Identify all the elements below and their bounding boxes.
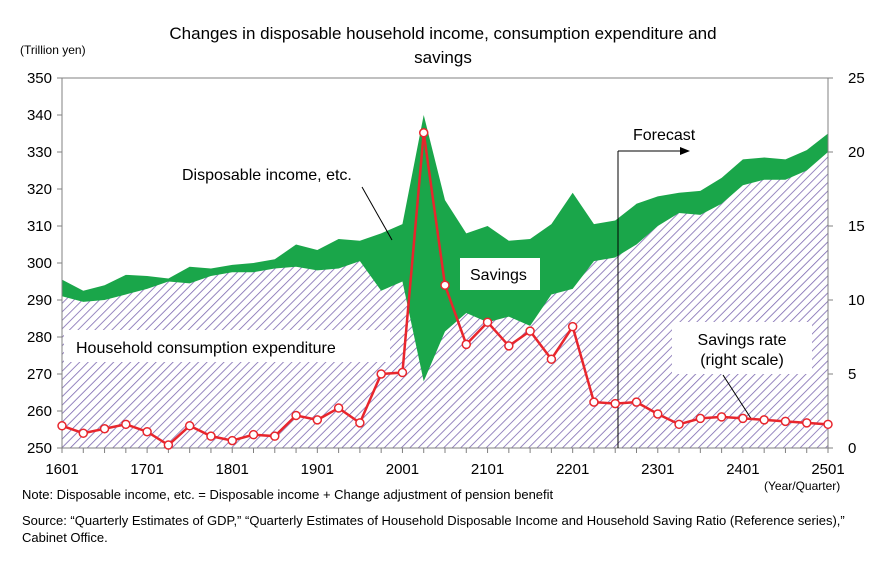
- right-tick-label: 10: [848, 292, 865, 309]
- left-tick-label: 320: [27, 181, 52, 198]
- plot-area: 250 260 270 280 290 300 310 320 330 340 350 0 5 10 15…: [27, 70, 865, 478]
- left-tick-label: 310: [27, 218, 52, 235]
- x-tick-label: 1801: [216, 461, 249, 478]
- savings-rate-point: [227, 435, 237, 446]
- savings-rate-point: [461, 339, 472, 350]
- left-tick-label: 250: [27, 440, 52, 457]
- savings-rate-point: [333, 403, 344, 413]
- savings-rate-series: [57, 128, 833, 450]
- left-tick-label: 330: [27, 144, 52, 161]
- x-tick-label: 1901: [301, 461, 334, 478]
- savings-rate-point: [610, 398, 620, 409]
- savings-rate-point: [589, 397, 599, 407]
- x-tick-label: 2001: [386, 461, 419, 478]
- right-tick-label: 15: [848, 218, 865, 235]
- right-axis: 0 5 10 15 20 25: [828, 70, 865, 457]
- savings-label-box: [460, 258, 540, 290]
- chart-canvas: Changes in disposable household income, …: [20, 24, 865, 493]
- savings-rate-label-line2: (right scale): [700, 352, 784, 369]
- savings-rate-point: [78, 428, 89, 438]
- savings-rate-point: [291, 410, 301, 421]
- chart-source: Source: “Quarterly Estimates of GDP,” “Q…: [22, 513, 845, 545]
- savings-rate-point: [418, 128, 429, 138]
- savings-rate-label-line1: Savings rate: [698, 332, 787, 349]
- chart-title-line1: Changes in disposable household income, …: [169, 24, 716, 43]
- savings-rate-point: [801, 418, 812, 428]
- savings-rate-point: [440, 280, 450, 290]
- consumption-expenditure-area: [62, 152, 828, 448]
- savings-rate-point: [759, 415, 769, 425]
- consumption-label-box: [64, 330, 390, 362]
- x-tick-label: 2501: [811, 461, 844, 478]
- forecast-arrow-head: [680, 147, 690, 155]
- right-tick-label: 0: [848, 440, 856, 457]
- disposable-leader-line: [361, 186, 393, 241]
- consumption-label: Household consumption expenditure: [76, 340, 336, 357]
- x-tick-label: 2101: [471, 461, 504, 478]
- savings-rate-point: [823, 419, 833, 430]
- savings-rate-point: [546, 354, 557, 364]
- x-axis-unit: (Year/Quarter): [764, 479, 840, 493]
- savings-rate-point: [695, 413, 706, 424]
- savings-rate-point: [312, 415, 323, 425]
- savings-rate-point: [163, 440, 174, 450]
- left-tick-label: 280: [27, 329, 52, 346]
- savings-rate-point: [355, 418, 365, 428]
- left-axis-unit: (Trillion yen): [20, 43, 86, 57]
- savings-rate-point: [184, 421, 195, 431]
- savings-label: Savings: [470, 267, 527, 284]
- savings-rate-point: [57, 421, 67, 431]
- savings-rate-label-box: [672, 322, 812, 374]
- savings-rate-point: [270, 431, 280, 441]
- savings-rate-point: [504, 341, 514, 351]
- left-tick-label: 300: [27, 255, 52, 272]
- chart-title-line2: savings: [414, 48, 472, 67]
- savings-rate-point: [248, 429, 259, 440]
- savings-rate-point: [780, 416, 791, 427]
- savings-rate-point: [674, 419, 684, 430]
- savings-rate-point: [206, 431, 216, 441]
- savings-rate-point: [525, 326, 535, 336]
- x-tick-label: 2201: [556, 461, 589, 478]
- savings-rate-point: [567, 321, 578, 332]
- savings-rate-point: [738, 413, 748, 424]
- savings-rate-point: [397, 367, 408, 378]
- left-tick-label: 340: [27, 107, 52, 124]
- left-tick-label: 350: [27, 70, 52, 87]
- right-tick-label: 5: [848, 366, 856, 383]
- savings-rate-point: [121, 419, 131, 430]
- savings-rate-leader-line: [722, 374, 753, 421]
- left-tick-label: 260: [27, 403, 52, 420]
- x-axis: 1601 1701 1801 1901 2001 2101 2201 2301 2401 2501: [45, 448, 845, 478]
- savings-rate-point: [716, 412, 727, 422]
- savings-rate-point: [99, 424, 110, 434]
- right-tick-label: 20: [848, 144, 865, 161]
- savings-rate-point: [482, 317, 493, 327]
- disposable-income-label: Disposable income, etc.: [182, 167, 352, 184]
- x-tick-label: 2401: [726, 461, 759, 478]
- savings-rate-point: [376, 369, 386, 379]
- x-tick-label: 2301: [641, 461, 674, 478]
- chart-note: Note: Disposable income, etc. = Disposab…: [22, 487, 554, 502]
- savings-rate-point: [631, 397, 642, 407]
- forecast-label: Forecast: [633, 127, 696, 144]
- left-tick-label: 290: [27, 292, 52, 309]
- savings-rate-point: [653, 409, 663, 419]
- left-axis: 250 260 270 280 290 300 310 320 330 340 350: [27, 70, 62, 457]
- right-tick-label: 25: [848, 70, 865, 87]
- x-tick-label: 1601: [45, 461, 78, 478]
- x-tick-label: 1701: [130, 461, 163, 478]
- savings-rate-point: [142, 426, 152, 437]
- left-tick-label: 270: [27, 366, 52, 383]
